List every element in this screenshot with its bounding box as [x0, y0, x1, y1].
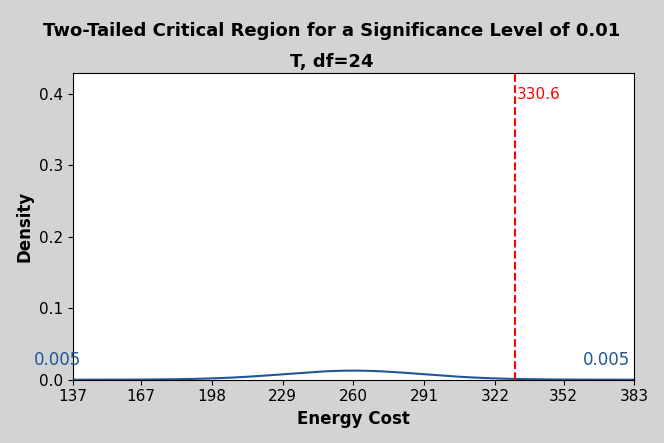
Text: 0.005: 0.005	[582, 351, 630, 369]
Text: Two-Tailed Critical Region for a Significance Level of 0.01: Two-Tailed Critical Region for a Signifi…	[43, 22, 621, 40]
Text: 0.005: 0.005	[34, 351, 81, 369]
X-axis label: Energy Cost: Energy Cost	[297, 410, 410, 428]
Text: 330.6: 330.6	[517, 87, 561, 102]
Text: T, df=24: T, df=24	[290, 53, 374, 71]
Y-axis label: Density: Density	[15, 190, 33, 262]
